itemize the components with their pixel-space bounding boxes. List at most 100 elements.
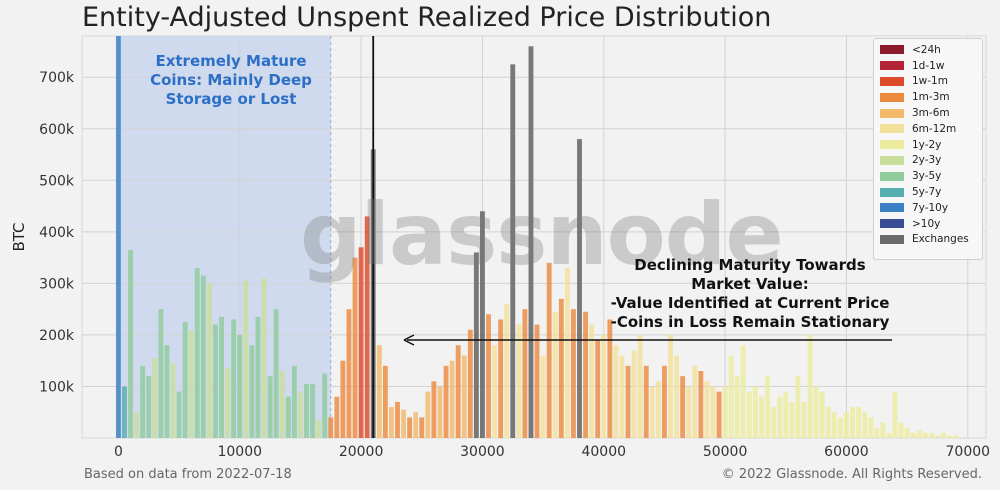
histogram-bar <box>164 345 170 438</box>
histogram-bar <box>801 401 807 438</box>
histogram-bar <box>728 355 734 438</box>
legend-item: 3y-5y <box>880 168 976 184</box>
histogram-bar <box>328 417 334 438</box>
legend-label: 2y-3y <box>912 154 942 167</box>
x-tick-label: 0 <box>114 444 123 460</box>
histogram-bar <box>710 386 716 438</box>
x-tick-label: 50000 <box>703 444 748 460</box>
legend-item: <24h <box>880 42 976 58</box>
histogram-bar <box>291 365 297 438</box>
histogram-bar <box>158 309 164 438</box>
histogram-bar <box>595 340 601 438</box>
histogram-bar <box>443 365 449 438</box>
legend-item: Exchanges <box>880 232 976 248</box>
histogram-bar <box>589 324 595 438</box>
histogram-bar <box>504 304 510 438</box>
histogram-bar <box>522 309 528 438</box>
legend-item: >10y <box>880 216 976 232</box>
histogram-bar <box>279 371 285 438</box>
histogram-bar <box>637 334 643 438</box>
annotation-line: Coins: Mainly Deep <box>150 71 312 89</box>
histogram-bar <box>346 309 352 438</box>
histogram-bar <box>304 383 309 438</box>
histogram-bar <box>486 314 491 438</box>
histogram-bar <box>461 355 467 438</box>
histogram-bar <box>122 386 127 438</box>
histogram-bar <box>856 407 862 438</box>
histogram-bar <box>134 412 140 438</box>
legend-item: 1w-1m <box>880 74 976 90</box>
histogram-bar <box>916 430 922 438</box>
histogram-bar <box>734 376 740 438</box>
histogram-bar <box>213 324 218 438</box>
legend-swatch <box>880 76 904 86</box>
histogram-bar <box>510 64 516 438</box>
y-tick-label: 600k <box>39 122 75 138</box>
y-tick-label: 700k <box>39 70 75 86</box>
histogram-bar <box>680 376 686 438</box>
histogram-bar <box>862 412 868 438</box>
histogram-bar <box>352 257 358 438</box>
annotation-line: Storage or Lost <box>165 90 297 108</box>
legend-swatch <box>880 203 904 213</box>
histogram-bar <box>358 247 364 438</box>
x-tick-label: 20000 <box>339 444 384 460</box>
histogram-bar <box>261 278 267 438</box>
histogram-bar <box>492 345 497 438</box>
histogram-bar <box>249 345 255 438</box>
histogram-bar <box>953 435 959 438</box>
histogram-bar <box>170 363 176 438</box>
histogram-bar <box>698 371 704 438</box>
legend-label: 3m-6m <box>912 107 950 120</box>
histogram-bar <box>395 401 400 438</box>
histogram-bar <box>904 427 910 438</box>
histogram-bar <box>473 252 479 438</box>
histogram-bar <box>182 322 188 438</box>
histogram-bar <box>813 386 819 438</box>
legend-swatch <box>880 155 904 165</box>
histogram-bar <box>928 432 934 438</box>
y-tick-label: 300k <box>39 276 75 292</box>
histogram-bar <box>540 355 546 438</box>
x-tick-label: 10000 <box>217 444 262 460</box>
histogram-bar <box>831 412 837 438</box>
histogram-bar <box>898 422 904 438</box>
histogram-bar <box>340 360 346 438</box>
legend-swatch <box>880 187 904 197</box>
histogram-bar <box>455 345 461 438</box>
legend-item: 3m-6m <box>880 105 976 121</box>
histogram-bar <box>564 267 570 438</box>
y-tick-label: 200k <box>39 328 75 344</box>
legend-label: 1w-1m <box>912 75 948 88</box>
histogram-bar <box>771 407 777 438</box>
histogram-bar <box>382 365 388 438</box>
annotation-line: Declining Maturity Towards <box>634 256 866 274</box>
histogram-bar <box>619 355 625 438</box>
histogram-bar <box>892 391 898 438</box>
histogram-bar <box>880 422 886 438</box>
histogram-bar <box>219 316 224 438</box>
legend-item: 5y-7y <box>880 184 976 200</box>
histogram-bar <box>140 365 146 438</box>
histogram-bar <box>552 311 558 438</box>
histogram-bar <box>655 381 661 438</box>
histogram-bar <box>297 391 303 438</box>
legend-swatch <box>880 140 904 150</box>
y-tick-label: 100k <box>39 379 75 395</box>
histogram-bar <box>498 319 504 438</box>
histogram-bar <box>704 381 710 438</box>
histogram-bar <box>146 376 152 438</box>
histogram-bar <box>795 376 801 438</box>
histogram-bar <box>407 417 413 438</box>
histogram-bar <box>668 334 673 438</box>
histogram-bar <box>874 427 880 438</box>
histogram-bar <box>643 365 649 438</box>
histogram-bar <box>825 407 831 438</box>
histogram-bar <box>631 350 637 438</box>
legend-swatch <box>880 92 904 102</box>
annotation-line: Extremely Mature <box>155 52 307 70</box>
annotation-arrow-head <box>403 334 415 346</box>
histogram-bar <box>740 345 746 438</box>
histogram-bar <box>886 432 892 438</box>
